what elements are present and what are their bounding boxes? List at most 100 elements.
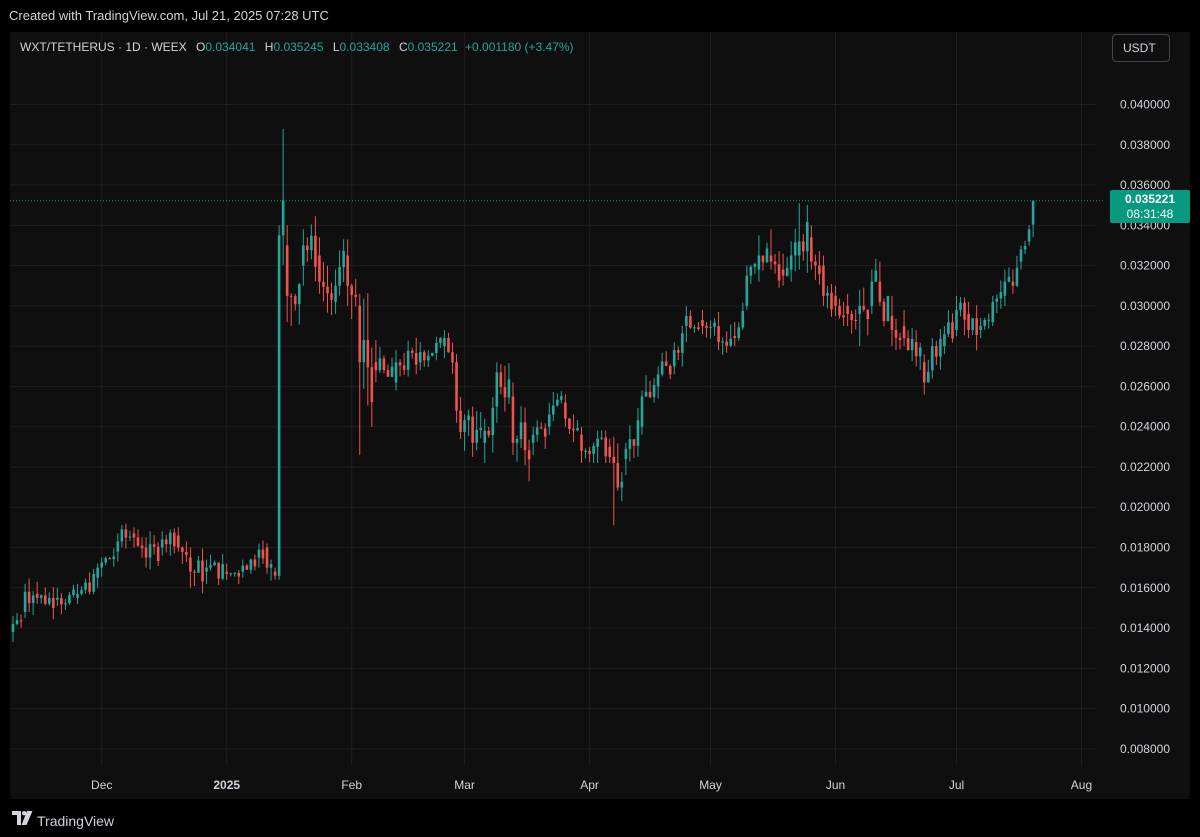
candle-body xyxy=(172,532,176,547)
candle-body xyxy=(729,338,732,346)
candle-body xyxy=(487,430,491,436)
candle-body xyxy=(926,371,930,383)
candle-body xyxy=(588,450,591,454)
candle-body xyxy=(156,546,160,562)
candle-body xyxy=(935,346,938,357)
candle-body xyxy=(479,427,483,430)
price-tick-label: 0.008000 xyxy=(1120,742,1170,756)
candle-body xyxy=(741,310,745,328)
candle-body xyxy=(781,269,785,276)
candle-body xyxy=(596,438,599,447)
candle-body xyxy=(386,369,390,377)
candle-body xyxy=(422,352,426,361)
candle-body xyxy=(310,235,313,251)
candle-body xyxy=(874,270,878,282)
time-tick-label: Dec xyxy=(91,778,112,792)
candle-body xyxy=(834,295,837,306)
candle-body xyxy=(221,564,224,579)
candle-body xyxy=(644,391,648,397)
candle-body xyxy=(406,350,410,370)
candle-body xyxy=(374,362,378,371)
time-axis[interactable]: Dec 2025 Feb Mar Apr May Jun Jul Aug xyxy=(91,778,1092,792)
candle-body xyxy=(84,582,87,590)
candle-body xyxy=(806,221,809,252)
candle-body xyxy=(664,361,668,366)
candle-body xyxy=(1027,229,1031,242)
candle-body xyxy=(346,255,349,286)
candle-body xyxy=(39,595,43,598)
price-tick-label: 0.038000 xyxy=(1120,138,1170,152)
open-value: 0.034041 xyxy=(205,40,256,54)
candle-body xyxy=(955,309,958,331)
candle-body xyxy=(689,315,692,328)
candle-body xyxy=(854,320,857,322)
candles-layer xyxy=(11,129,1035,643)
candle-body xyxy=(902,326,906,339)
candle-body xyxy=(789,255,793,270)
candle-body xyxy=(507,379,511,398)
symbol-label: WXT/TETHERUS · 1D · WEEX xyxy=(20,40,187,54)
candle-body xyxy=(354,294,358,297)
candle-body xyxy=(733,336,737,339)
candle-body xyxy=(205,567,208,572)
candle-body xyxy=(604,437,608,457)
candle-body xyxy=(975,318,978,335)
price-tick-label: 0.028000 xyxy=(1120,339,1170,353)
candle-body xyxy=(628,439,632,449)
candle-body xyxy=(302,245,305,266)
candle-body xyxy=(676,350,680,353)
candle-body xyxy=(318,255,321,282)
price-tick-label: 0.020000 xyxy=(1120,500,1170,514)
candle-body xyxy=(943,334,946,347)
candle-body xyxy=(306,245,309,251)
candle-body xyxy=(366,340,370,368)
candle-body xyxy=(350,285,353,295)
candle-body xyxy=(947,322,950,335)
footer-brand[interactable]: TradingView xyxy=(37,813,115,829)
candle-body xyxy=(245,565,249,570)
candle-body xyxy=(124,529,128,538)
candle-body xyxy=(519,422,523,440)
candle-body xyxy=(551,405,555,415)
candle-body xyxy=(793,242,797,256)
candle-body xyxy=(523,422,527,451)
price-tick-label: 0.026000 xyxy=(1120,379,1170,393)
candle-body xyxy=(822,265,825,296)
candle-body xyxy=(685,315,688,327)
candle-body xyxy=(890,315,894,331)
candle-body xyxy=(527,450,531,460)
candle-body xyxy=(773,261,777,265)
price-tick-label: 0.016000 xyxy=(1120,581,1170,595)
candle-body xyxy=(652,384,656,398)
candle-body xyxy=(483,430,487,443)
candle-body xyxy=(418,352,422,363)
candle-body xyxy=(612,456,616,463)
price-tick-label: 0.036000 xyxy=(1120,178,1170,192)
candle-body xyxy=(213,562,216,566)
candle-body xyxy=(136,537,140,546)
tradingview-logo-icon[interactable] xyxy=(12,811,34,828)
candle-body xyxy=(681,333,684,353)
candle-body xyxy=(181,547,184,553)
candle-body xyxy=(342,250,345,267)
candle-body xyxy=(96,567,99,578)
currency-button[interactable]: USDT xyxy=(1112,34,1170,62)
candle-body xyxy=(289,295,293,297)
candle-body xyxy=(769,255,773,262)
candle-body xyxy=(177,535,180,548)
chart-panel[interactable] xyxy=(10,32,1190,799)
candle-body xyxy=(132,533,136,538)
candle-body xyxy=(164,539,168,545)
candle-body xyxy=(761,255,765,263)
candle-body xyxy=(451,352,454,363)
price-axis[interactable]: 0.0400000.0380000.0360000.0340000.032000… xyxy=(1120,97,1170,755)
candle-body xyxy=(656,374,660,387)
candle-body xyxy=(293,296,297,305)
candle-body xyxy=(168,532,172,545)
candle-body xyxy=(52,597,55,609)
candle-body xyxy=(261,549,265,559)
candle-body xyxy=(1007,276,1011,282)
candle-body xyxy=(918,347,922,357)
time-tick-label: Jul xyxy=(949,778,964,792)
